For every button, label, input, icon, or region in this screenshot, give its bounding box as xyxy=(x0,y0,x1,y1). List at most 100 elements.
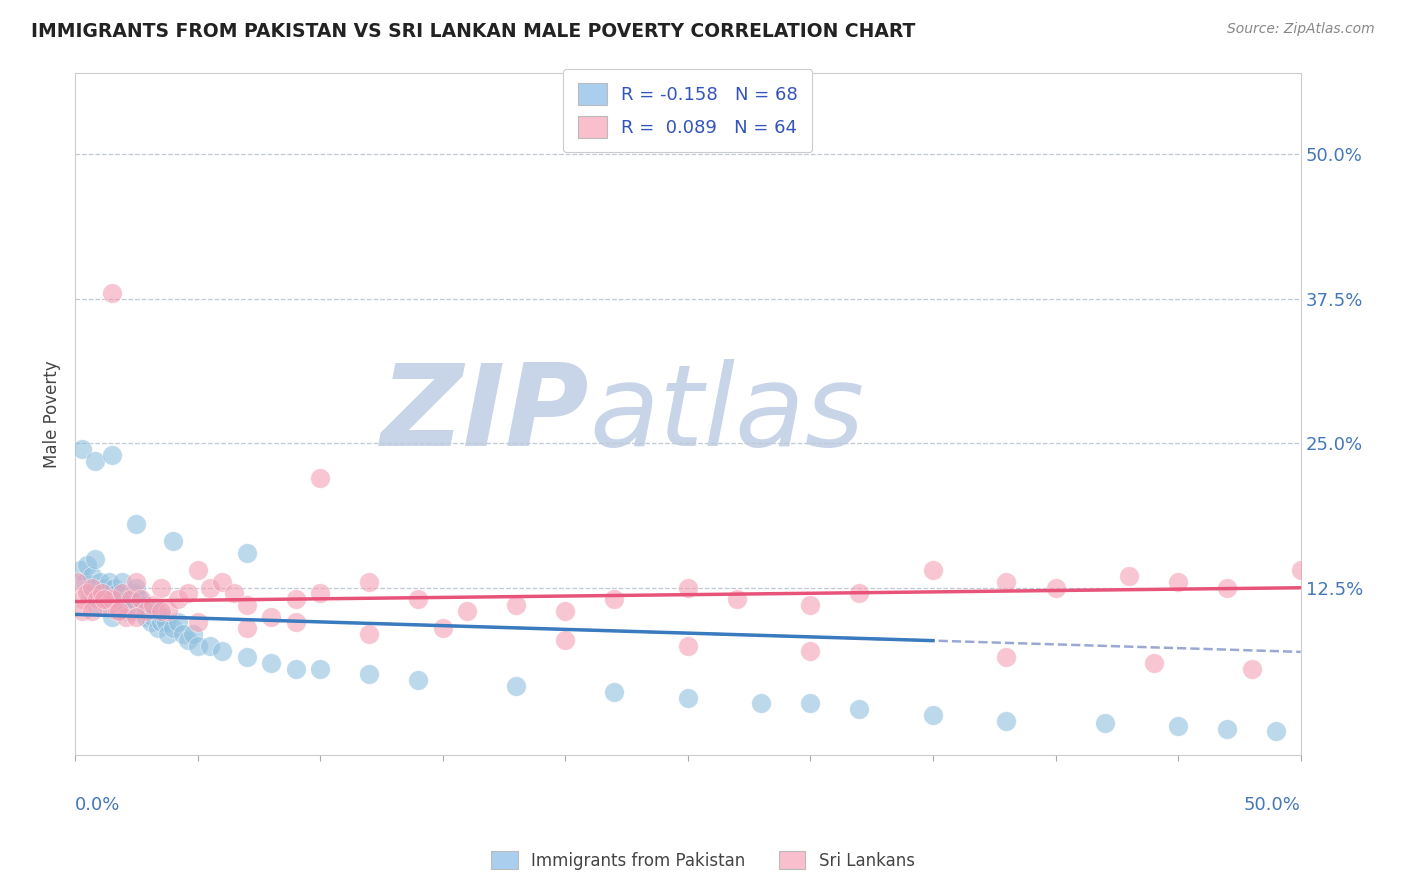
Point xyxy=(505,598,527,612)
Point xyxy=(676,690,699,705)
Point xyxy=(105,604,128,618)
Point xyxy=(848,586,870,600)
Point xyxy=(676,639,699,653)
Point xyxy=(101,592,124,607)
Point xyxy=(554,632,576,647)
Point xyxy=(177,586,200,600)
Point xyxy=(235,621,257,635)
Point xyxy=(995,650,1018,665)
Point xyxy=(309,662,332,676)
Point xyxy=(79,586,101,600)
Point xyxy=(198,639,221,653)
Point xyxy=(1167,719,1189,733)
Point xyxy=(260,609,283,624)
Point xyxy=(284,592,307,607)
Point xyxy=(118,592,141,607)
Point xyxy=(187,615,209,630)
Point xyxy=(799,696,821,710)
Point xyxy=(149,581,172,595)
Point xyxy=(105,586,128,600)
Point xyxy=(235,650,257,665)
Point xyxy=(359,627,381,641)
Point xyxy=(108,604,131,618)
Point xyxy=(406,673,429,688)
Point xyxy=(76,586,98,600)
Point xyxy=(145,604,167,618)
Point xyxy=(181,627,204,641)
Point xyxy=(91,586,114,600)
Point xyxy=(149,604,172,618)
Point xyxy=(110,586,132,600)
Point xyxy=(101,609,124,624)
Point xyxy=(66,574,89,589)
Point xyxy=(129,592,152,607)
Point xyxy=(799,598,821,612)
Point xyxy=(72,592,94,607)
Point xyxy=(172,627,194,641)
Point xyxy=(120,592,142,607)
Point xyxy=(359,667,381,681)
Point xyxy=(135,609,157,624)
Point xyxy=(89,574,111,589)
Point xyxy=(198,581,221,595)
Point xyxy=(235,546,257,560)
Point xyxy=(603,685,626,699)
Point xyxy=(432,621,454,635)
Point xyxy=(187,563,209,577)
Point xyxy=(1118,569,1140,583)
Point xyxy=(125,609,148,624)
Point xyxy=(98,574,121,589)
Point xyxy=(138,604,160,618)
Point xyxy=(309,586,332,600)
Point xyxy=(96,592,118,607)
Point xyxy=(1216,722,1239,736)
Point xyxy=(1045,581,1067,595)
Point xyxy=(72,604,94,618)
Point xyxy=(260,656,283,670)
Point xyxy=(125,581,148,595)
Point xyxy=(132,598,155,612)
Legend: R = -0.158   N = 68, R =  0.089   N = 64: R = -0.158 N = 68, R = 0.089 N = 64 xyxy=(564,69,813,153)
Point xyxy=(101,448,124,462)
Point xyxy=(235,598,257,612)
Point xyxy=(110,574,132,589)
Point xyxy=(152,609,174,624)
Point xyxy=(406,592,429,607)
Text: Source: ZipAtlas.com: Source: ZipAtlas.com xyxy=(1227,22,1375,37)
Point xyxy=(86,592,108,607)
Point xyxy=(155,615,177,630)
Point xyxy=(69,563,91,577)
Point xyxy=(211,574,233,589)
Text: 50.0%: 50.0% xyxy=(1244,797,1301,814)
Point xyxy=(676,581,699,595)
Point xyxy=(86,598,108,612)
Point xyxy=(93,581,115,595)
Point xyxy=(96,598,118,612)
Text: 0.0%: 0.0% xyxy=(75,797,121,814)
Point xyxy=(284,662,307,676)
Text: ZIP: ZIP xyxy=(381,359,589,470)
Point xyxy=(848,702,870,716)
Point xyxy=(359,574,381,589)
Point xyxy=(101,285,124,300)
Point xyxy=(157,627,180,641)
Point xyxy=(995,714,1018,728)
Point xyxy=(177,632,200,647)
Point xyxy=(603,592,626,607)
Point xyxy=(139,615,162,630)
Point xyxy=(211,644,233,658)
Point xyxy=(162,534,184,549)
Point xyxy=(554,604,576,618)
Point xyxy=(112,604,135,618)
Point xyxy=(125,517,148,532)
Point xyxy=(1240,662,1263,676)
Point xyxy=(149,615,172,630)
Point xyxy=(122,586,145,600)
Point xyxy=(91,586,114,600)
Point xyxy=(82,604,104,618)
Point xyxy=(115,598,138,612)
Point xyxy=(922,707,945,722)
Point xyxy=(1167,574,1189,589)
Point xyxy=(1265,724,1288,739)
Point xyxy=(187,639,209,653)
